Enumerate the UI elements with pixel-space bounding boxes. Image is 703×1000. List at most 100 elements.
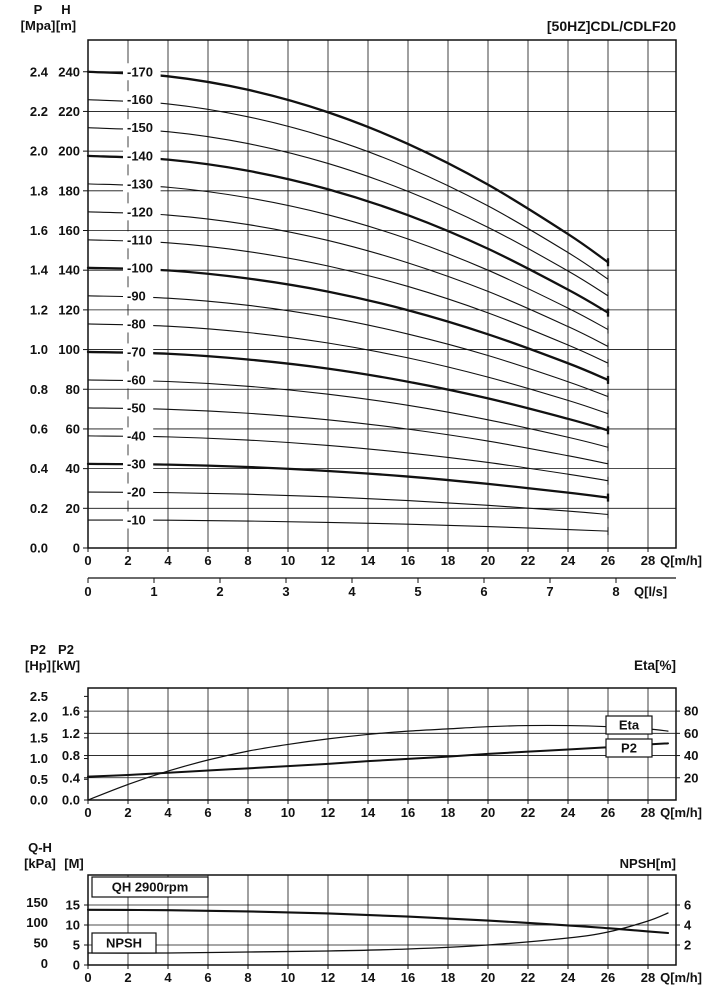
- x-tick-label: 14: [361, 805, 376, 820]
- x-tick-label: 6: [204, 970, 211, 985]
- kpa-tick-label: 100: [26, 915, 48, 930]
- x2-tick-label: 5: [414, 584, 421, 599]
- p-axis-unit: [Mpa]: [21, 18, 56, 33]
- qh-axis-header: Q-H: [28, 840, 52, 855]
- curve-label-bg: [123, 147, 161, 165]
- x-tick-label: 16: [401, 970, 415, 985]
- x-tick-label: 22: [521, 970, 535, 985]
- legend-box-p2: [605, 738, 653, 758]
- x-tick-label: 26: [601, 553, 615, 568]
- label-npsh: NPSH: [106, 936, 142, 951]
- curve-label: -130: [127, 176, 153, 191]
- h-tick-label: 100: [58, 342, 80, 357]
- x2-tick-label: 6: [480, 584, 487, 599]
- hp-tick-label: 1.5: [30, 730, 48, 745]
- curve-label-bg: [123, 315, 154, 333]
- eta-tick-label: 40: [684, 748, 698, 763]
- curve-stage-110: [87, 239, 609, 364]
- curve-label: -90: [127, 288, 146, 303]
- p-tick-label: 1.6: [30, 223, 48, 238]
- curve-stage-140: [86, 154, 610, 314]
- label-qh-2900rpm: QH 2900rpm: [112, 880, 189, 895]
- curve-stage-80: [87, 323, 609, 415]
- h-tick-label: 60: [66, 421, 80, 436]
- npsh-tick-label: 2: [684, 938, 691, 953]
- h-tick-label: 120: [58, 302, 80, 317]
- x-tick-label: 10: [281, 553, 295, 568]
- curve-label-bg: [123, 287, 154, 305]
- chart-title: [50HZ]CDL/CDLF20: [547, 18, 676, 34]
- curve-label: -10: [127, 513, 146, 528]
- h-tick-label: 160: [58, 223, 80, 238]
- h-tick-label: 140: [58, 263, 80, 278]
- curve-stage-130: [87, 183, 609, 331]
- hp-axis-header: P2: [30, 642, 46, 657]
- curve-label-bg: [123, 343, 154, 361]
- p-tick-label: 2.4: [30, 64, 49, 79]
- x-tick-label: 12: [321, 970, 335, 985]
- curve-label: -120: [127, 204, 153, 219]
- curve-label: -100: [127, 260, 153, 275]
- curve-stage-100: [86, 266, 610, 382]
- m-tick-label: 15: [66, 898, 80, 913]
- x-tick-label: 6: [204, 805, 211, 820]
- x2-tick-label: 4: [348, 584, 356, 599]
- curve-label: -110: [127, 232, 152, 247]
- x-tick-label: 14: [361, 970, 376, 985]
- eta-tick-label: 60: [684, 726, 698, 741]
- x-tick-label: 24: [561, 970, 576, 985]
- p-tick-label: 1.2: [30, 302, 48, 317]
- kw-tick-label: 1.2: [62, 726, 80, 741]
- npsh-tick-label: 6: [684, 898, 691, 913]
- curve-stage-50: [87, 407, 609, 465]
- p-tick-label: 2.0: [30, 144, 48, 159]
- curve-stage-30: [86, 462, 610, 499]
- x-tick-label: 14: [361, 553, 376, 568]
- curve-label-bg: [123, 119, 161, 137]
- x2-tick-label: 0: [84, 584, 91, 599]
- curve-label: -140: [127, 148, 153, 163]
- curve-label: -60: [127, 372, 146, 387]
- m-tick-label: 5: [73, 938, 80, 953]
- x-tick-label: 0: [84, 553, 91, 568]
- curve-stage-160: [87, 99, 609, 280]
- x-tick-label: 0: [84, 970, 91, 985]
- h-axis-unit: [m]: [56, 18, 76, 33]
- x-tick-label: 12: [321, 805, 335, 820]
- x-tick-label: 16: [401, 805, 415, 820]
- curve-label-bg: [123, 203, 161, 221]
- curve-stage-150: [87, 127, 609, 297]
- curve-label-bg: [123, 427, 154, 445]
- p-tick-label: 0.8: [30, 382, 48, 397]
- hp-tick-label: 0.0: [30, 793, 48, 808]
- x-tick-label: 2: [124, 553, 131, 568]
- x-tick-label: 2: [124, 970, 131, 985]
- hp-axis-unit: [Hp]: [25, 658, 51, 673]
- p-tick-label: 1.0: [30, 342, 48, 357]
- curve-label-bg: [123, 63, 161, 81]
- eta-axis-header: Eta[%]: [634, 658, 676, 673]
- chart-power-efficiency: EtaP20.00.40.81.21.60.00.51.01.52.02.520…: [25, 642, 702, 820]
- p-axis-header: P: [34, 2, 43, 17]
- x-tick-label: 28: [641, 805, 655, 820]
- curve-npsh: [87, 912, 669, 954]
- m-tick-label: 0: [73, 958, 80, 973]
- x-tick-label: 18: [441, 970, 455, 985]
- kw-tick-label: 1.6: [62, 704, 80, 719]
- curve-label: -30: [127, 456, 146, 471]
- x-axis-label: Q[m/h]: [660, 805, 702, 820]
- x-tick-label: 20: [481, 970, 495, 985]
- x-tick-label: 8: [244, 970, 251, 985]
- plot-frame: [87, 874, 677, 966]
- x-tick-label: 18: [441, 553, 455, 568]
- x-tick-label: 4: [164, 970, 172, 985]
- legend-box-eta: [605, 715, 653, 735]
- x-tick-label: 26: [601, 970, 615, 985]
- curve-stage-60: [87, 379, 609, 448]
- h-tick-label: 40: [66, 461, 80, 476]
- h-tick-label: 80: [66, 382, 80, 397]
- curve-p2: [87, 742, 669, 778]
